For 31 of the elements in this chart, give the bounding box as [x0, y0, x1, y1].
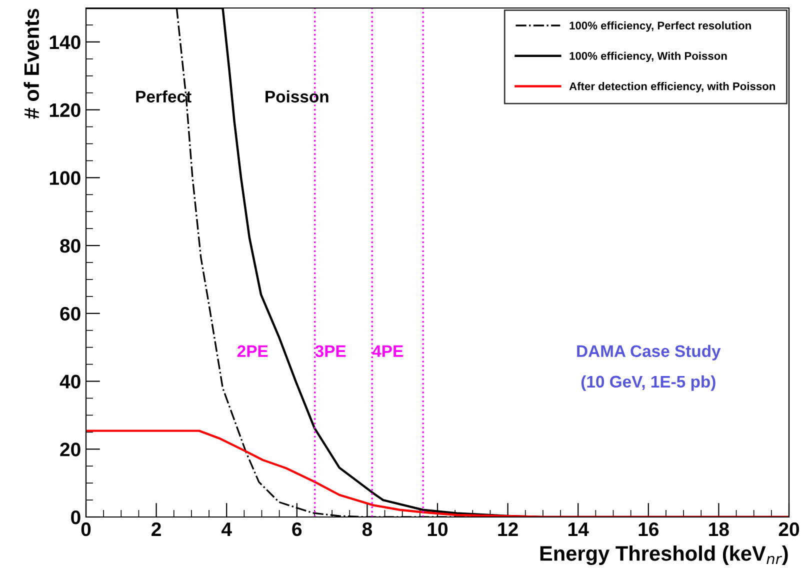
y-tick-label: 20: [60, 442, 80, 456]
annotation: DAMA Case Study: [577, 344, 721, 360]
x-tick-label: 18: [709, 522, 729, 536]
x-tick-label: 6: [292, 522, 302, 536]
x-tick-label: 20: [778, 522, 800, 536]
y-tick-label: 80: [60, 239, 80, 253]
x-tick-label: 4: [221, 522, 232, 536]
annotation: 2PE: [237, 345, 268, 357]
y-tick-label: 60: [60, 306, 80, 321]
legend-label: 100% efficiency, Perfect resolution: [570, 21, 751, 32]
x-tick-label: 10: [428, 522, 448, 536]
y-tick-label: 140: [50, 35, 80, 50]
x-tick-label: 12: [498, 522, 518, 536]
annotation: Perfect: [136, 90, 192, 103]
y-tick-label: 40: [60, 374, 80, 389]
x-tick-label: 16: [638, 522, 659, 536]
y-tick-label: 120: [50, 103, 80, 118]
x-tick-label: 14: [568, 522, 589, 536]
legend-label: After detection efficiency, with Poisson: [569, 82, 775, 92]
ref-line-label: 4PE: [372, 345, 403, 357]
x-tick-label: 8: [362, 522, 372, 536]
y-axis-title: # of Events: [24, 8, 40, 119]
legend-label: 100% efficiency, With Poisson: [570, 52, 727, 62]
x-tick-label: 0: [81, 522, 91, 536]
annotation: Poisson: [266, 90, 328, 103]
x-tick-label: 2: [152, 522, 161, 536]
y-tick-label: 100: [50, 171, 80, 185]
annotation: (10 GeV, 1E-5 pb): [581, 375, 716, 391]
x-axis-title: Energy Threshold (keV$_{nr}$): [540, 546, 788, 566]
y-tick-label: 0: [71, 510, 80, 524]
ref-line-label: 3PE: [315, 345, 346, 358]
